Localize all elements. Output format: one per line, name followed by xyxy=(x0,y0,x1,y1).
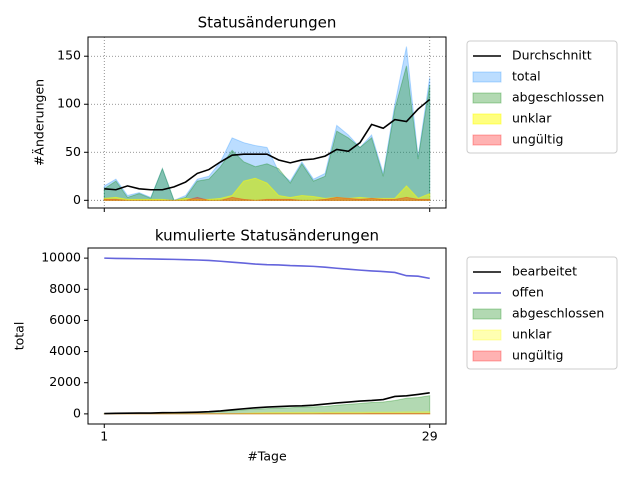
legend-label: ungültig xyxy=(512,132,563,147)
legend-label: abgeschlossen xyxy=(512,306,604,321)
legend-label: offen xyxy=(512,285,544,300)
legend-box xyxy=(466,256,618,370)
y-tick-label: 10000 xyxy=(41,250,81,265)
area xyxy=(103,395,431,415)
x-tick-label: 1 xyxy=(100,429,108,444)
y-tick-label: 100 xyxy=(57,96,81,111)
area xyxy=(103,46,431,201)
y-tick-label: 2000 xyxy=(49,374,81,389)
legend-swatch xyxy=(472,329,502,341)
line xyxy=(104,98,431,191)
legend-swatch xyxy=(472,308,502,320)
x-axis-label: #Tage xyxy=(247,449,287,464)
legend-box xyxy=(466,40,618,154)
y-tick-label: 150 xyxy=(57,48,81,63)
y-tick-label: 50 xyxy=(65,144,81,159)
chart-title: Statusänderungen xyxy=(198,14,337,32)
legend-label: Durchschnitt xyxy=(512,48,592,63)
legend-label: bearbeitet xyxy=(512,264,577,279)
legend-label: ungültig xyxy=(512,348,563,363)
legend-label: abgeschlossen xyxy=(512,90,604,105)
legend-swatch xyxy=(472,134,502,146)
axes-frame xyxy=(87,36,447,209)
area xyxy=(103,411,431,415)
y-axis-label: total xyxy=(12,322,27,351)
y-tick-label: 0 xyxy=(73,192,81,207)
legend-label: unklar xyxy=(512,327,552,342)
area xyxy=(103,196,431,201)
area xyxy=(103,65,431,201)
y-tick-label: 6000 xyxy=(49,312,81,327)
legend-label: total xyxy=(512,69,541,84)
y-tick-label: 4000 xyxy=(49,343,81,358)
line xyxy=(104,257,430,280)
y-tick-label: 0 xyxy=(73,405,81,420)
legend-swatch xyxy=(472,71,502,83)
y-tick-label: 8000 xyxy=(49,281,81,296)
y-axis-label: #Änderungen xyxy=(32,79,47,166)
legend-swatch xyxy=(472,350,502,362)
line xyxy=(104,392,430,415)
x-tick-label: 29 xyxy=(422,429,438,444)
chart-title: kumulierte Statusänderungen xyxy=(155,227,379,245)
legend-label: unklar xyxy=(512,111,552,126)
area xyxy=(103,177,431,201)
axes-frame xyxy=(87,247,447,425)
legend-swatch xyxy=(472,92,502,104)
legend-swatch xyxy=(472,113,502,125)
